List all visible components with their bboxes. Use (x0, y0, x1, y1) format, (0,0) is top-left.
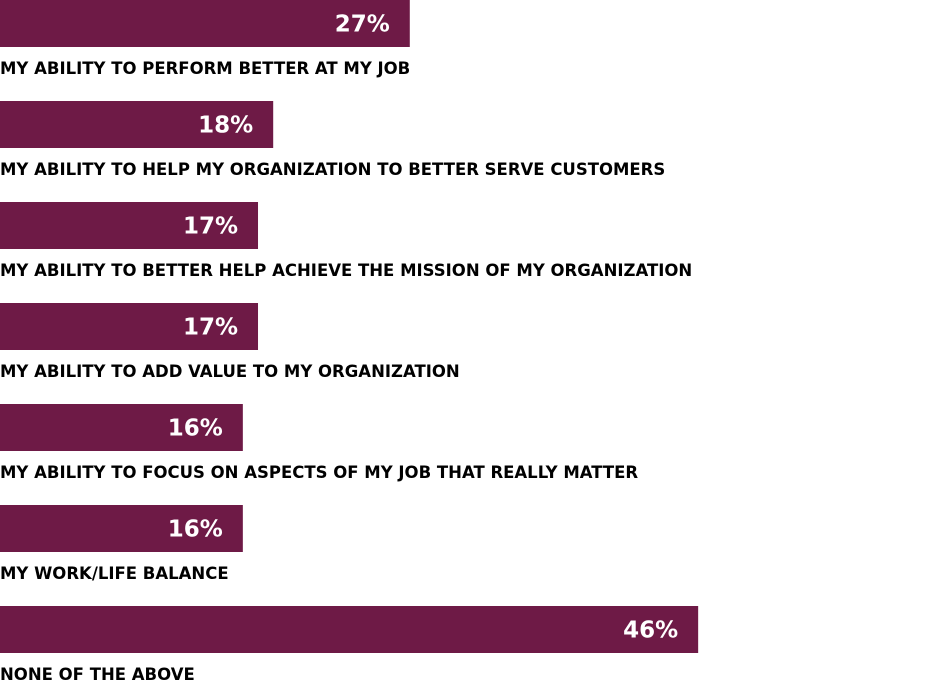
bar (0, 202, 259, 249)
bar (0, 101, 274, 148)
bar-group: 46% NONE OF THE ABOVE (0, 606, 699, 684)
category-label: MY ABILITY TO ADD VALUE TO MY ORGANIZATI… (0, 362, 460, 381)
bar (0, 606, 699, 653)
bar-group: 16% MY ABILITY TO FOCUS ON ASPECTS OF MY … (0, 404, 638, 482)
category-label: MY ABILITY TO HELP MY ORGANIZATION TO BE… (0, 160, 665, 179)
bar (0, 0, 410, 47)
category-label: MY ABILITY TO FOCUS ON ASPECTS OF MY JOB… (0, 463, 638, 482)
bar (0, 505, 243, 552)
bar (0, 303, 259, 350)
bar-group: 17% MY ABILITY TO BETTER HELP ACHIEVE THE… (0, 202, 692, 280)
bar-value-label: 18% (198, 113, 253, 139)
bar-group: 18% MY ABILITY TO HELP MY ORGANIZATION TO… (0, 101, 665, 179)
bar (0, 404, 243, 451)
bar-group: 27% MY ABILITY TO PERFORM BETTER AT MY JO… (0, 0, 410, 78)
bar-value-label: 17% (183, 315, 238, 341)
bar-value-label: 27% (335, 12, 390, 38)
category-label: MY WORK/LIFE BALANCE (0, 564, 229, 583)
bar-value-label: 16% (168, 517, 223, 543)
bar-value-label: 16% (168, 416, 223, 442)
category-label: NONE OF THE ABOVE (0, 665, 195, 684)
category-label: MY ABILITY TO PERFORM BETTER AT MY JOB (0, 59, 410, 78)
bar-value-label: 17% (183, 214, 238, 240)
bar-group: 17% MY ABILITY TO ADD VALUE TO MY ORGANIZ… (0, 303, 460, 381)
category-label: MY ABILITY TO BETTER HELP ACHIEVE THE MI… (0, 261, 692, 280)
bar-group: 16% MY WORK/LIFE BALANCE (0, 505, 243, 583)
bar-value-label: 46% (623, 618, 678, 644)
